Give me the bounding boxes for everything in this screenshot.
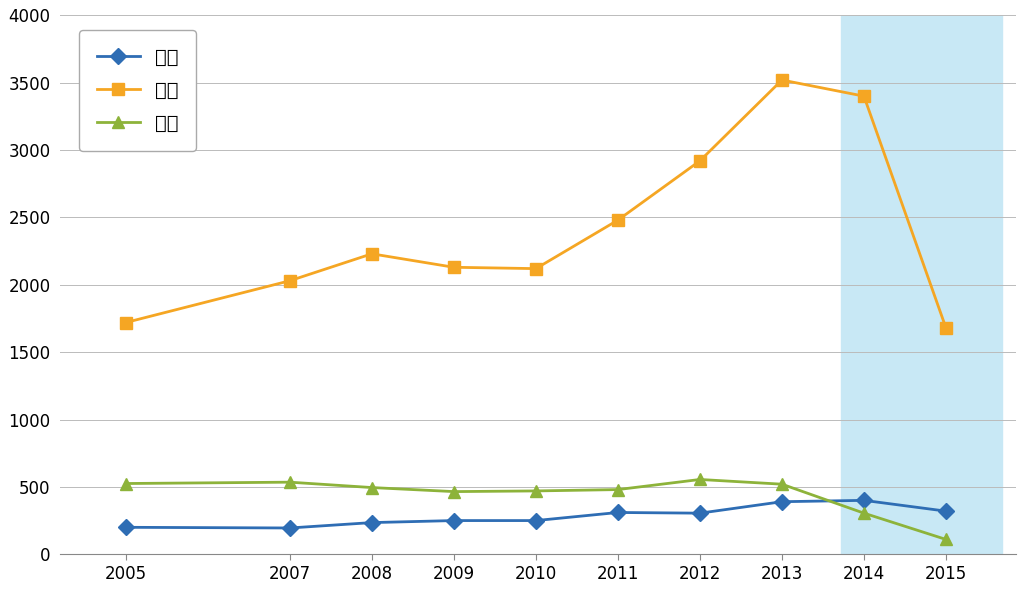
일본: [858, 509, 870, 517]
미국: [447, 264, 460, 271]
Line: 미국: 미국: [120, 74, 951, 333]
일본: [529, 488, 542, 495]
한국: [611, 509, 624, 516]
미국: [776, 76, 788, 83]
일본: [447, 488, 460, 495]
미국: [694, 157, 707, 164]
일본: [284, 479, 296, 486]
Legend: 한국, 미국, 일본: 한국, 미국, 일본: [80, 31, 197, 151]
일본: [694, 476, 707, 483]
한국: [366, 519, 378, 526]
Line: 한국: 한국: [120, 495, 951, 534]
일본: [611, 486, 624, 493]
일본: [366, 484, 378, 491]
일본: [940, 536, 952, 543]
일본: [776, 480, 788, 488]
미국: [366, 250, 378, 257]
Line: 일본: 일본: [120, 474, 951, 545]
Bar: [841, 15, 1001, 554]
미국: [284, 277, 296, 284]
한국: [776, 498, 788, 505]
미국: [940, 324, 952, 332]
미국: [611, 216, 624, 223]
미국: [120, 319, 132, 326]
미국: [529, 265, 542, 272]
일본: [120, 480, 132, 487]
한국: [284, 524, 296, 531]
한국: [447, 517, 460, 524]
한국: [120, 524, 132, 531]
한국: [694, 509, 707, 517]
한국: [858, 497, 870, 504]
미국: [858, 93, 870, 100]
한국: [940, 508, 952, 515]
한국: [529, 517, 542, 524]
